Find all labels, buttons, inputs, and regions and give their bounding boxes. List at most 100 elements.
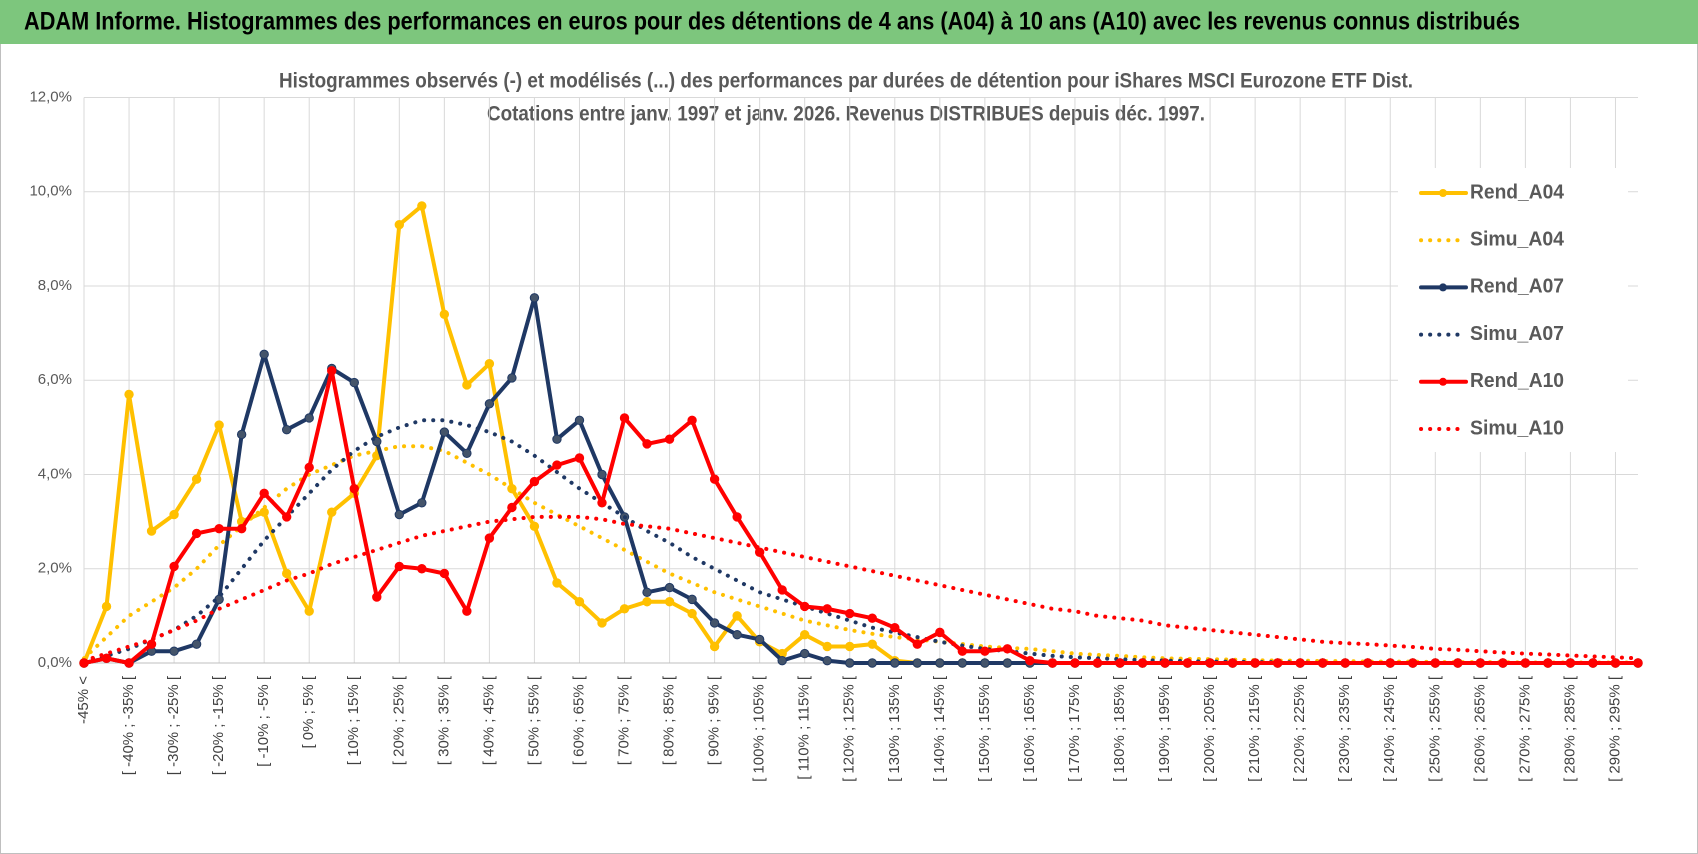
data-point <box>417 564 427 574</box>
x-tick-label: [ -30% ; -25% [ <box>165 675 182 775</box>
data-point <box>372 592 382 602</box>
data-point <box>1498 658 1508 668</box>
data-point <box>552 460 562 470</box>
data-point <box>574 453 585 463</box>
data-point <box>304 413 314 423</box>
data-point <box>687 415 697 426</box>
x-tick-label: [ 180% ; 185% [ <box>1111 675 1128 782</box>
data-point <box>754 547 765 557</box>
data-point <box>1408 658 1418 668</box>
data-point <box>935 658 945 668</box>
data-point <box>214 420 224 430</box>
data-point <box>507 502 517 513</box>
data-point <box>327 507 337 517</box>
data-point <box>259 488 269 499</box>
x-tick-label: [ 100% ; 105% [ <box>751 675 768 782</box>
data-point <box>281 568 292 579</box>
legend: Rend_A04 Simu_A04 Rend_A07 Simu_A07 Rend_A10… <box>1398 168 1628 452</box>
x-tick-label: [ 280% ; 285% [ <box>1561 675 1578 782</box>
legend-marker <box>1439 377 1447 386</box>
data-point <box>484 359 495 369</box>
data-point <box>777 655 787 666</box>
x-tick-label: [ -40% ; -35% [ <box>120 675 137 775</box>
x-tick-label: [ 170% ; 175% [ <box>1066 675 1083 782</box>
x-tick-label: [ 290% ; 295% [ <box>1606 675 1623 782</box>
x-tick-label: [ 210% ; 215% [ <box>1246 675 1263 782</box>
data-point <box>439 309 450 319</box>
x-tick-label: [ 20% ; 25% [ <box>390 675 407 765</box>
x-tick-label: [ 160% ; 165% [ <box>1021 675 1038 782</box>
data-point <box>439 427 450 437</box>
x-tick-label: [ 270% ; 275% [ <box>1516 675 1533 782</box>
data-point <box>124 389 134 400</box>
data-point <box>484 399 495 409</box>
x-tick-label: [ 140% ; 145% [ <box>931 675 948 782</box>
data-point <box>845 641 855 652</box>
data-point <box>890 622 900 633</box>
header-bar <box>0 0 1698 44</box>
data-point <box>417 498 427 508</box>
legend-marker <box>1439 189 1447 197</box>
x-tick-label: -45% < <box>75 676 92 724</box>
x-tick-label: [ 70% ; 75% [ <box>615 675 632 765</box>
data-point <box>1340 658 1350 668</box>
data-point <box>709 641 720 652</box>
data-point <box>1475 658 1486 668</box>
data-point <box>1025 655 1035 666</box>
data-point <box>619 413 630 423</box>
x-tick-label: [ 110% ; 115% [ <box>796 675 813 780</box>
data-point <box>822 641 832 652</box>
data-point <box>304 606 314 616</box>
data-point <box>597 498 607 508</box>
x-tick-label: [ 90% ; 95% [ <box>706 675 723 765</box>
data-point <box>394 509 405 520</box>
x-tick-label: [ 80% ; 85% [ <box>661 675 678 765</box>
x-tick-label: [ 60% ; 65% [ <box>570 675 587 765</box>
data-point <box>687 608 697 619</box>
data-point <box>687 594 697 605</box>
data-point <box>754 634 765 645</box>
data-point <box>642 597 652 607</box>
x-tick-label: [ -20% ; -15% [ <box>210 675 227 775</box>
data-point <box>777 585 787 595</box>
data-point <box>259 349 269 360</box>
x-tick-label: [ 250% ; 255% [ <box>1426 675 1443 782</box>
data-point <box>799 630 810 640</box>
data-point <box>552 434 562 444</box>
y-tick-label: 12,0% <box>29 88 72 105</box>
y-tick-label: 8,0% <box>38 277 72 294</box>
data-point <box>1317 658 1328 668</box>
legend-label: Rend_A04 <box>1470 181 1565 203</box>
data-point <box>1160 658 1170 668</box>
data-point <box>394 220 405 230</box>
data-point <box>1182 658 1193 668</box>
data-point <box>529 521 540 532</box>
legend-label: Simu_A07 <box>1470 323 1564 345</box>
data-point <box>1633 658 1643 668</box>
data-point <box>327 366 337 376</box>
x-tick-label: [ 10% ; 15% [ <box>345 675 362 765</box>
data-point <box>417 201 427 211</box>
data-point <box>304 462 314 473</box>
data-point <box>867 658 877 668</box>
data-point <box>957 646 968 656</box>
data-point <box>822 655 832 666</box>
x-tick-label: [ 150% ; 155% [ <box>976 675 993 782</box>
data-point <box>1385 658 1395 668</box>
data-point <box>574 415 585 426</box>
data-point <box>732 512 742 522</box>
data-point <box>1430 658 1441 668</box>
data-point <box>146 639 157 649</box>
data-point <box>845 658 855 668</box>
data-point <box>169 646 179 656</box>
x-tick-label: [ 130% ; 135% [ <box>886 675 903 782</box>
y-tick-label: 2,0% <box>38 560 72 577</box>
chart-title: Histogrammes observés (-) et modélisés (… <box>279 70 1413 93</box>
data-point <box>552 578 562 588</box>
data-point <box>799 601 810 612</box>
data-point <box>1002 644 1013 654</box>
data-point <box>664 434 675 444</box>
data-point <box>1363 658 1373 668</box>
x-tick-label: [ 260% ; 265% [ <box>1471 675 1488 782</box>
